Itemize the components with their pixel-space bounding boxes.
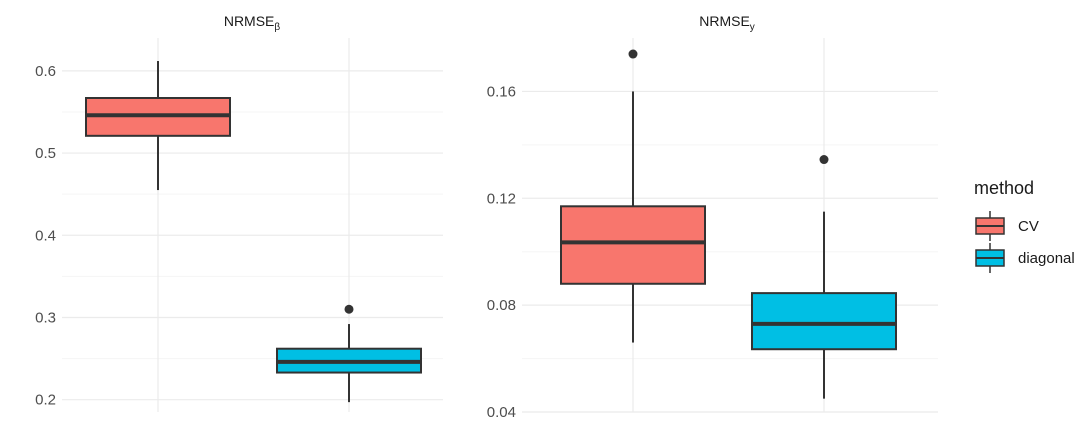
y-tick-label: 0.4 (35, 227, 56, 244)
outlier-point (344, 304, 354, 314)
panel-title-subscript: y (750, 22, 755, 33)
box-diagonal (276, 304, 422, 403)
box-cv (560, 49, 706, 343)
y-tick-label: 0.08 (487, 297, 516, 314)
legend-label: CV (1018, 218, 1039, 235)
y-tick-label: 0.16 (487, 83, 516, 100)
legend-key-cv (975, 211, 1005, 241)
y-tick-label: 0.6 (35, 63, 56, 80)
panel-title-beta: NRMSEβ (224, 13, 281, 33)
panel-title-y: NRMSEy (699, 13, 755, 33)
legend-title: method (974, 178, 1034, 198)
panel-title-main: NRMSE (699, 13, 750, 29)
legend-label: diagonal (1018, 250, 1075, 267)
legend-key-diagonal (975, 243, 1005, 273)
panel-title-main: NRMSE (224, 13, 275, 29)
y-tick-label: 0.04 (487, 404, 516, 421)
y-tick-label: 0.12 (487, 190, 516, 207)
box-diagonal (751, 155, 897, 399)
outlier-point (819, 155, 829, 165)
panel-title-subscript: β (274, 22, 280, 33)
box-cv (85, 61, 231, 191)
y-tick-label: 0.3 (35, 309, 56, 326)
y-tick-label: 0.5 (35, 145, 56, 162)
outlier-point (628, 49, 638, 59)
panel-nrmse-beta: NRMSEβ 0.2 0.3 0.4 0.5 0.6 (35, 13, 443, 412)
box-iqr (560, 205, 706, 285)
legend: method CV diagonal (974, 178, 1075, 273)
y-tick-label: 0.2 (35, 392, 56, 409)
box-iqr (751, 292, 897, 351)
panel-nrmse-y: NRMSEy 0.04 0.08 0.12 0.16 (487, 13, 938, 421)
